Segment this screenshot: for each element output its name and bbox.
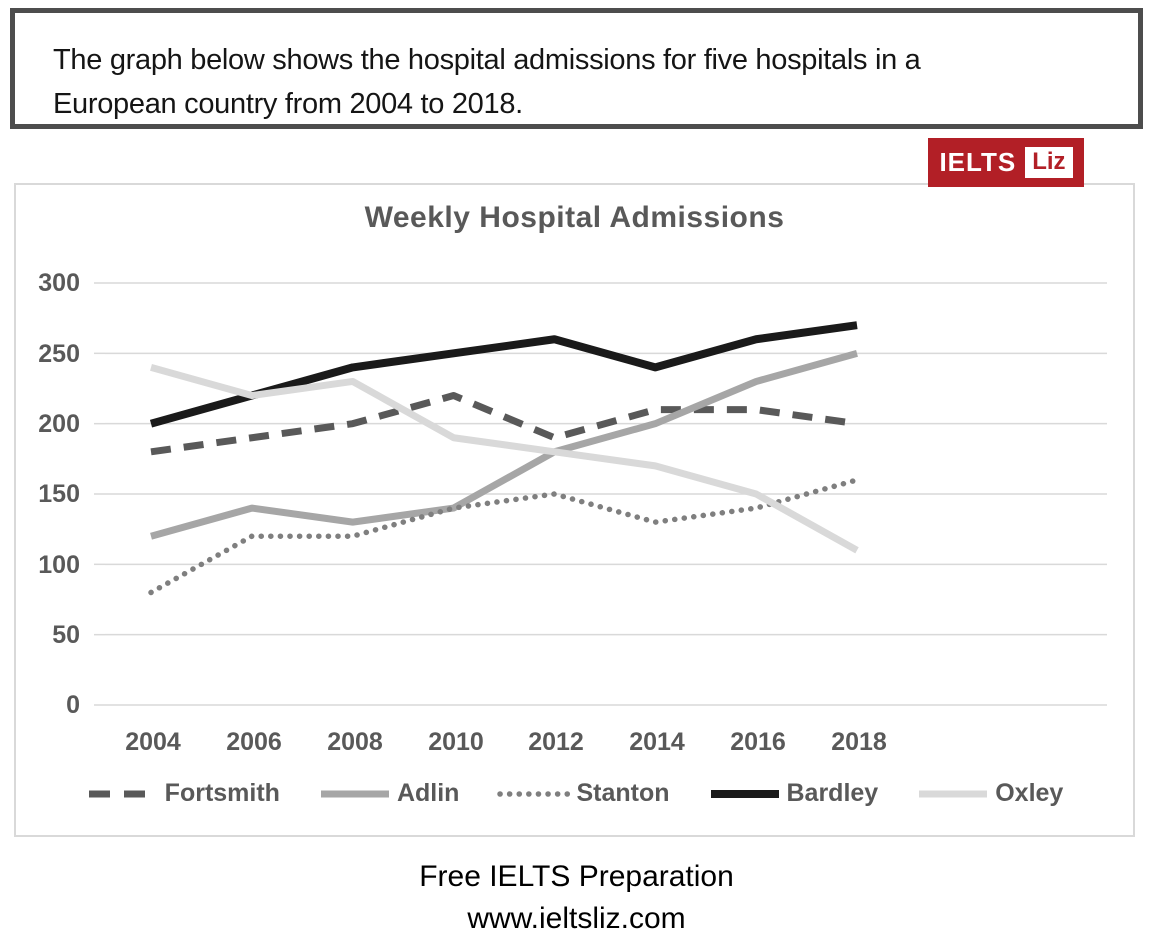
series-line-oxley	[150, 364, 859, 554]
y-tick-250: 250	[38, 340, 80, 368]
chart-title: Weekly Hospital Admissions	[364, 201, 785, 234]
x-tick-2014: 2014	[629, 728, 685, 756]
legend-swatch-fortsmith-icon	[88, 790, 157, 797]
x-tick-2004: 2004	[125, 728, 181, 756]
footer-website-url: www.ieltsliz.com	[467, 902, 686, 935]
logo-accent-text: Liz	[1025, 147, 1073, 178]
chart-legend: Fortsmith Adlin Stanton Bardley Oxley	[16, 779, 1133, 808]
legend-item-adlin: Adlin	[318, 779, 460, 808]
legend-swatch-bardley-icon	[710, 789, 779, 798]
x-tick-2008: 2008	[327, 728, 383, 756]
y-tick-200: 200	[38, 410, 80, 438]
line-chart-plot	[94, 282, 1107, 706]
series-line-adlin	[150, 349, 858, 540]
legend-swatch-stanton-icon	[497, 790, 572, 797]
ieltsliz-logo: IELTS Liz	[928, 138, 1084, 187]
y-tick-150: 150	[38, 480, 80, 508]
series-line-stanton	[148, 477, 860, 596]
footer-free-ielts: Free IELTS Preparation	[419, 860, 734, 893]
x-tick-2006: 2006	[226, 728, 282, 756]
y-tick-50: 50	[52, 621, 80, 649]
legend-item-bardley: Bardley	[708, 779, 879, 808]
legend-label-oxley: Oxley	[995, 779, 1064, 807]
legend-swatch-adlin-icon	[320, 790, 389, 797]
chart-panel: Weekly Hospital Admissions 300 250 200 1…	[14, 183, 1135, 837]
x-tick-2016: 2016	[730, 728, 786, 756]
legend-swatch-oxley-icon	[919, 790, 988, 797]
legend-item-fortsmith: Fortsmith	[86, 779, 280, 808]
x-tick-2012: 2012	[528, 728, 584, 756]
legend-label-adlin: Adlin	[396, 779, 460, 807]
y-tick-300: 300	[38, 269, 80, 297]
task-instruction-box: The graph below shows the hospital admis…	[10, 8, 1143, 129]
legend-label-stanton: Stanton	[576, 779, 670, 807]
series-line-fortsmith	[150, 392, 858, 456]
logo-brand-text: IELTS	[939, 147, 1017, 177]
legend-item-stanton: Stanton	[497, 779, 670, 808]
task-instruction-line2: European country from 2004 to 2018.	[53, 88, 523, 120]
series-line-bardley	[149, 321, 858, 428]
legend-label-fortsmith: Fortsmith	[164, 779, 280, 807]
page-footer: Free IELTS Preparation www.ieltsliz.com	[0, 856, 1153, 940]
x-tick-2010: 2010	[428, 728, 484, 756]
y-tick-100: 100	[38, 551, 80, 579]
legend-label-bardley: Bardley	[786, 779, 879, 807]
legend-item-oxley: Oxley	[916, 779, 1063, 808]
x-tick-2018: 2018	[831, 728, 887, 756]
task-instruction-line1: The graph below shows the hospital admis…	[53, 44, 921, 76]
y-tick-0: 0	[66, 691, 80, 719]
